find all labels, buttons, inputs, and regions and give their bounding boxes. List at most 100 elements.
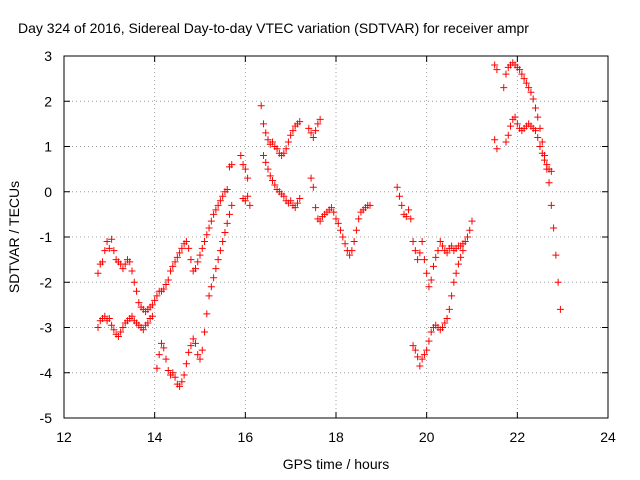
y-tick-label: -4	[40, 365, 53, 381]
data-point	[205, 224, 213, 232]
data-point	[219, 238, 227, 246]
data-point	[402, 213, 410, 221]
data-point	[187, 342, 195, 350]
data-point	[316, 217, 324, 225]
data-point	[416, 362, 424, 370]
data-point	[223, 219, 231, 227]
data-point	[148, 301, 156, 309]
data-point	[214, 201, 222, 209]
data-point	[110, 326, 118, 334]
y-tick-label: -1	[40, 229, 53, 245]
data-point	[556, 305, 564, 313]
data-point	[448, 292, 456, 300]
data-point	[443, 314, 451, 322]
data-point	[352, 226, 360, 234]
data-point	[194, 351, 202, 359]
data-point	[178, 378, 186, 386]
data-point	[409, 238, 417, 246]
data-point	[216, 197, 224, 205]
data-point	[194, 258, 202, 266]
data-point	[332, 215, 340, 223]
data-point	[207, 217, 215, 225]
data-point	[176, 382, 184, 390]
data-point	[307, 174, 315, 182]
series-track-13	[491, 136, 501, 153]
data-point	[504, 131, 512, 139]
data-point	[219, 192, 227, 200]
chart-title: Day 324 of 2016, Sidereal Day-to-day VTE…	[18, 20, 529, 36]
data-point	[346, 251, 354, 259]
data-point	[550, 224, 558, 232]
x-tick-label: 18	[328, 429, 344, 445]
data-point	[259, 152, 267, 160]
data-point	[445, 305, 453, 313]
data-point	[153, 364, 161, 372]
y-tick-label: 2	[44, 93, 52, 109]
data-point	[191, 339, 199, 347]
data-point	[527, 88, 535, 96]
data-point	[223, 185, 231, 193]
data-point	[554, 278, 562, 286]
data-point	[262, 158, 270, 166]
series-track-10	[393, 183, 476, 291]
data-point	[133, 287, 141, 295]
x-tick-label: 14	[147, 429, 163, 445]
series-track-6	[257, 102, 304, 160]
data-point	[334, 219, 342, 227]
series-track-8	[305, 115, 324, 141]
data-point	[191, 265, 199, 273]
data-point	[398, 201, 406, 209]
data-point	[436, 238, 444, 246]
data-point	[439, 324, 447, 331]
data-point	[239, 161, 247, 169]
x-tick-label: 24	[600, 429, 616, 445]
data-point	[459, 247, 467, 255]
data-point	[151, 296, 159, 304]
data-point	[262, 129, 270, 137]
data-point	[269, 138, 277, 146]
data-point	[427, 276, 435, 284]
data-point	[393, 183, 401, 191]
data-point	[241, 165, 249, 173]
data-point	[534, 113, 542, 121]
data-point	[330, 208, 338, 216]
data-point	[309, 133, 317, 141]
data-point	[552, 251, 560, 259]
data-point	[307, 129, 315, 137]
y-tick-label: 1	[44, 139, 52, 155]
data-point	[287, 131, 295, 139]
data-point	[128, 267, 136, 275]
data-point	[173, 253, 181, 261]
data-point	[210, 210, 218, 218]
data-point	[545, 179, 553, 187]
data-point	[244, 174, 252, 182]
data-point	[314, 120, 322, 128]
data-point	[169, 262, 177, 270]
data-point	[429, 262, 437, 270]
data-point	[337, 226, 345, 234]
data-point	[264, 165, 272, 173]
data-point	[284, 138, 292, 146]
data-point	[241, 197, 249, 205]
data-point	[117, 328, 125, 336]
data-point	[203, 310, 211, 318]
data-point	[105, 244, 113, 252]
data-point	[457, 253, 465, 261]
data-point	[144, 319, 152, 327]
data-point	[339, 233, 347, 241]
x-tick-label: 20	[419, 429, 435, 445]
series-track-3	[153, 201, 236, 390]
data-point	[157, 339, 165, 347]
data-point	[309, 183, 317, 191]
data-point	[327, 204, 335, 212]
data-point	[411, 247, 419, 255]
data-point	[507, 122, 515, 130]
data-point	[534, 133, 542, 141]
data-point	[439, 242, 447, 250]
data-point	[411, 346, 419, 354]
data-point	[187, 256, 195, 264]
data-point	[108, 235, 116, 243]
data-point	[171, 258, 179, 266]
series-track-4	[239, 192, 254, 209]
